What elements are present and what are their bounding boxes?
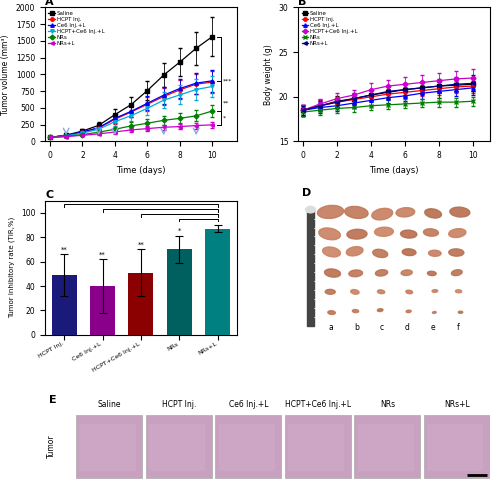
FancyBboxPatch shape: [76, 415, 142, 478]
Ellipse shape: [344, 206, 368, 218]
Text: **: **: [223, 100, 229, 105]
FancyBboxPatch shape: [146, 415, 212, 478]
Bar: [205, 229, 230, 335]
Circle shape: [306, 206, 316, 213]
Y-axis label: Body weight (g): Body weight (g): [264, 44, 273, 105]
Ellipse shape: [402, 249, 416, 256]
Text: Ce6 Inj.+L: Ce6 Inj.+L: [228, 400, 268, 409]
Ellipse shape: [424, 209, 442, 218]
FancyBboxPatch shape: [216, 415, 282, 478]
Text: a: a: [328, 323, 334, 332]
Text: ***: ***: [223, 78, 232, 83]
Bar: [90, 286, 115, 335]
Bar: [52, 275, 76, 335]
Bar: [128, 273, 154, 335]
Text: d: d: [405, 323, 410, 332]
FancyBboxPatch shape: [354, 415, 420, 478]
FancyBboxPatch shape: [288, 424, 344, 471]
Ellipse shape: [328, 311, 336, 314]
Ellipse shape: [401, 270, 412, 275]
Text: NRs+L: NRs+L: [444, 400, 470, 409]
Text: D: D: [302, 188, 312, 198]
FancyBboxPatch shape: [428, 424, 484, 471]
Text: B: B: [298, 0, 306, 6]
Ellipse shape: [458, 311, 462, 313]
Text: *: *: [178, 228, 181, 234]
Text: **: **: [61, 246, 68, 252]
Text: NRs: NRs: [380, 400, 395, 409]
Legend: Saline, HCPT Inj., Ce6 Inj.+L, HCPT+Ce6 Inj.+L, NRs, NRs+L: Saline, HCPT Inj., Ce6 Inj.+L, HCPT+Ce6 …: [48, 10, 105, 47]
Ellipse shape: [372, 208, 392, 220]
Text: f: f: [457, 323, 460, 332]
Ellipse shape: [456, 290, 462, 293]
Text: E: E: [50, 395, 57, 405]
Ellipse shape: [406, 310, 411, 313]
Ellipse shape: [432, 311, 436, 313]
Ellipse shape: [350, 290, 359, 294]
Text: Saline: Saline: [98, 400, 121, 409]
Ellipse shape: [324, 269, 340, 277]
Ellipse shape: [346, 246, 363, 256]
Text: A: A: [45, 0, 54, 6]
Ellipse shape: [400, 230, 417, 238]
Ellipse shape: [428, 250, 441, 256]
Text: **: **: [99, 251, 106, 257]
Y-axis label: Tumor inhibitory rate (TIR,%): Tumor inhibitory rate (TIR,%): [8, 217, 15, 318]
X-axis label: Time (days): Time (days): [370, 166, 419, 175]
Text: c: c: [380, 323, 384, 332]
Ellipse shape: [325, 289, 335, 294]
Ellipse shape: [378, 309, 383, 312]
X-axis label: Time (days): Time (days): [116, 166, 166, 175]
Ellipse shape: [352, 309, 358, 313]
Ellipse shape: [449, 249, 464, 256]
Ellipse shape: [347, 229, 367, 239]
Ellipse shape: [349, 270, 362, 277]
Text: C: C: [45, 190, 53, 200]
Text: **: **: [138, 242, 144, 247]
Ellipse shape: [374, 227, 394, 236]
Text: *: *: [223, 115, 226, 120]
Bar: [167, 249, 192, 335]
FancyBboxPatch shape: [149, 424, 205, 471]
Ellipse shape: [378, 290, 384, 294]
Ellipse shape: [372, 249, 388, 257]
Ellipse shape: [376, 270, 388, 276]
Y-axis label: Tumor volume (mm³): Tumor volume (mm³): [2, 34, 11, 115]
Ellipse shape: [448, 229, 466, 238]
Text: HCPT+Ce6 Inj.+L: HCPT+Ce6 Inj.+L: [285, 400, 351, 409]
Ellipse shape: [452, 270, 462, 275]
Ellipse shape: [432, 290, 438, 292]
Text: HCPT Inj.: HCPT Inj.: [162, 400, 196, 409]
Bar: [307, 210, 314, 326]
Ellipse shape: [424, 229, 438, 236]
Ellipse shape: [450, 207, 470, 217]
FancyBboxPatch shape: [358, 424, 414, 471]
FancyBboxPatch shape: [218, 424, 274, 471]
Ellipse shape: [322, 247, 340, 257]
Text: e: e: [430, 323, 436, 332]
Ellipse shape: [318, 228, 340, 240]
Text: Tumor: Tumor: [47, 435, 56, 458]
FancyBboxPatch shape: [80, 424, 136, 471]
Ellipse shape: [428, 271, 436, 275]
Legend: Saline, HCPT Inj., Ce6 Inj.+L, HCPT+Ce6 Inj.+L, NRs, NRs+L: Saline, HCPT Inj., Ce6 Inj.+L, HCPT+Ce6 …: [301, 10, 358, 47]
Ellipse shape: [406, 290, 412, 294]
FancyBboxPatch shape: [285, 415, 351, 478]
Ellipse shape: [318, 205, 344, 218]
Ellipse shape: [396, 208, 414, 217]
Text: b: b: [354, 323, 359, 332]
FancyBboxPatch shape: [424, 415, 490, 478]
